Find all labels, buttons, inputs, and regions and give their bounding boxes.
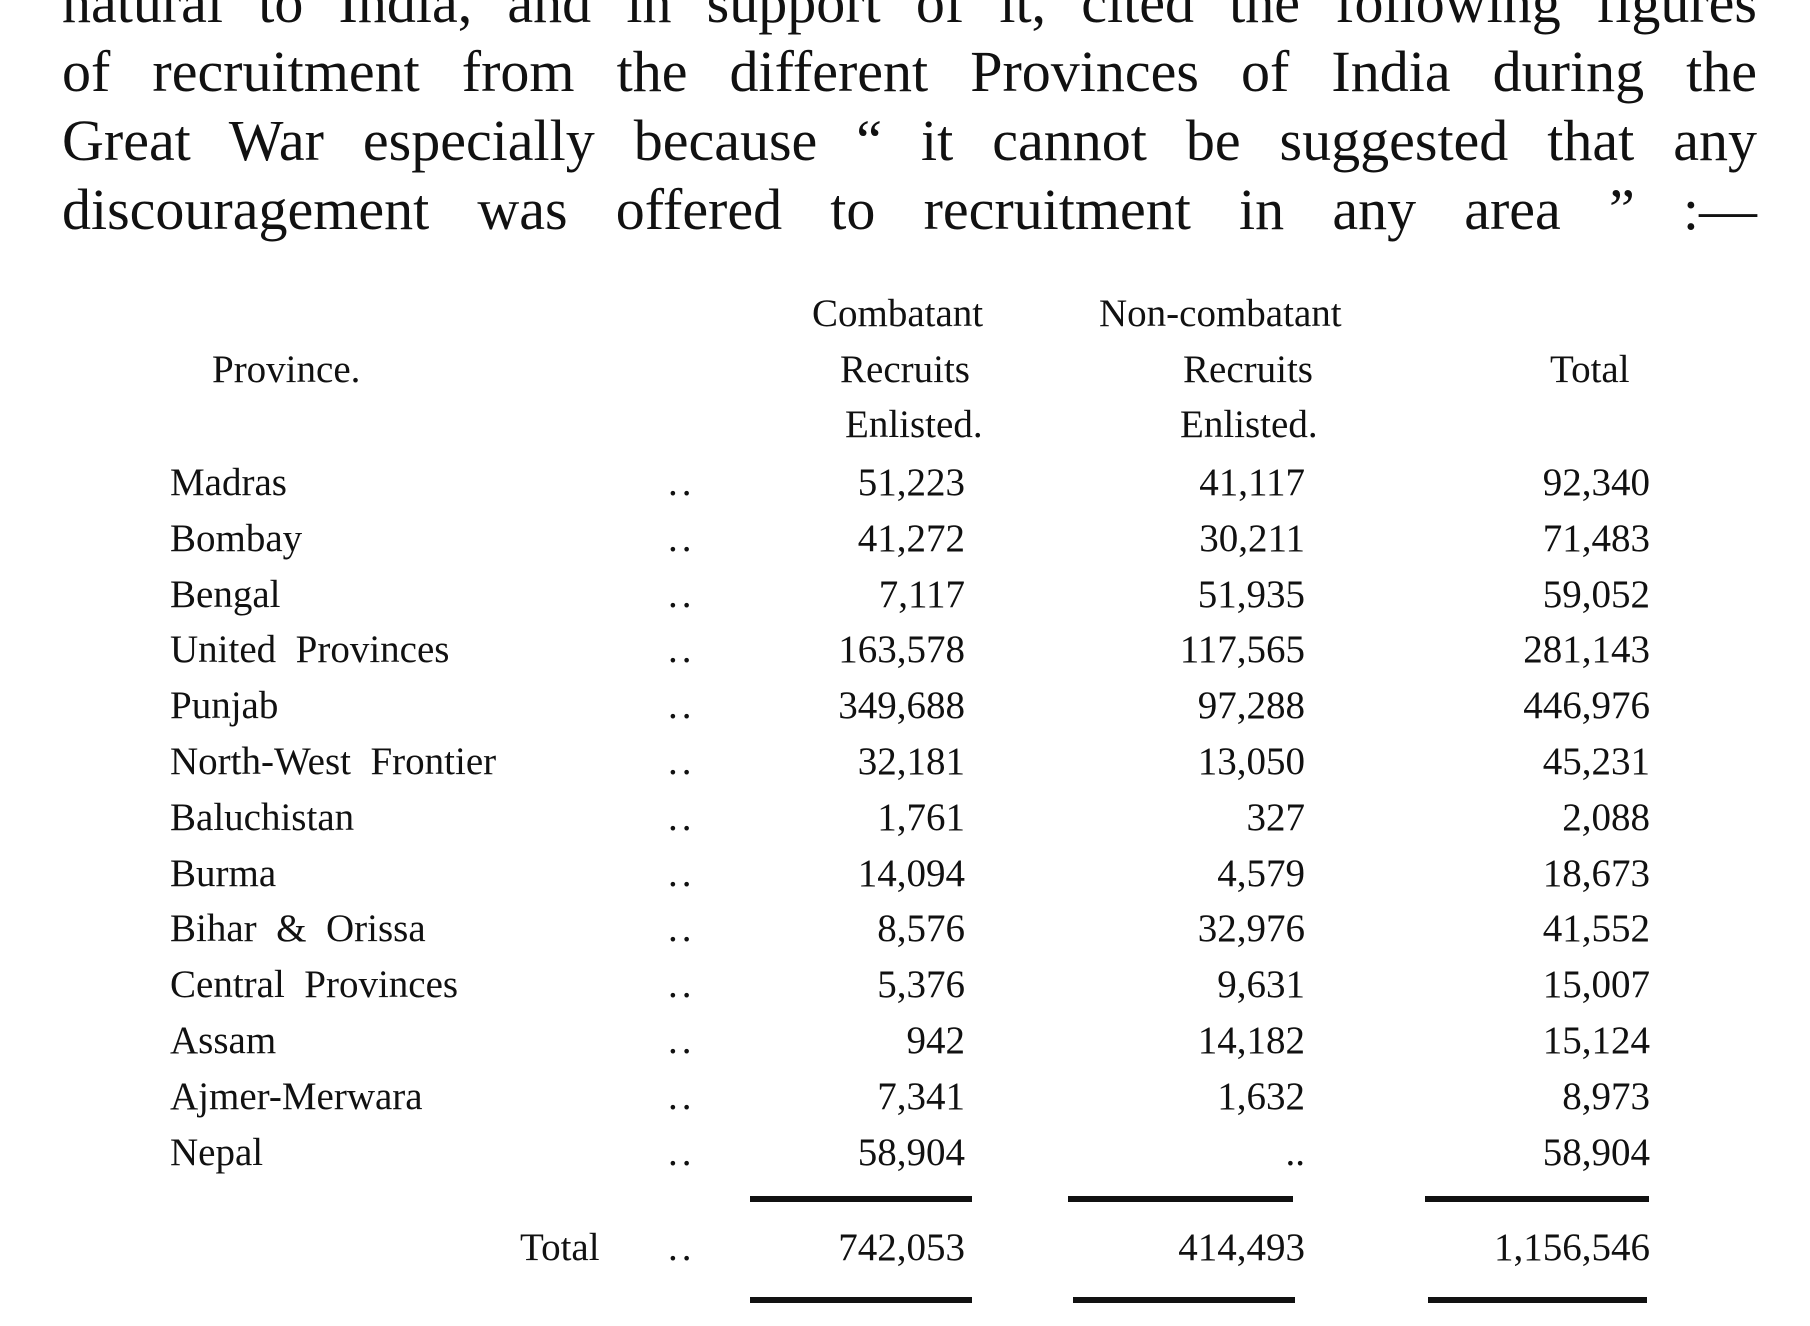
province-name: Bihar & Orissa: [170, 907, 426, 950]
combatant-value: 163,578: [838, 628, 965, 671]
province-name: Madras: [170, 461, 287, 504]
noncombatant-value: 9,631: [1217, 963, 1305, 1006]
column-rule: [1428, 1297, 1647, 1303]
total-label: Total: [520, 1226, 600, 1269]
noncombatant-value: 97,288: [1197, 684, 1305, 727]
total-value: 92,340: [1542, 461, 1650, 504]
row-leader: ..: [668, 907, 696, 950]
column-rule: [1425, 1196, 1649, 1202]
combatant-value: 51,223: [857, 461, 965, 504]
noncombatant-value: 41,117: [1199, 461, 1305, 504]
noncombatant-value: 14,182: [1197, 1019, 1305, 1062]
province-name: Ajmer-Merwara: [170, 1075, 423, 1118]
row-leader: ..: [668, 963, 696, 1006]
total-value: 8,973: [1562, 1075, 1650, 1118]
paragraph-line: natural to India, and in support of it, …: [62, 0, 1757, 35]
row-leader: ..: [668, 1131, 696, 1174]
total-value: 45,231: [1542, 740, 1650, 783]
noncombatant-value: ..: [1285, 1131, 1306, 1174]
province-name: Nepal: [170, 1131, 264, 1174]
total-noncombatant: 414,493: [1178, 1226, 1305, 1269]
row-leader: ..: [668, 628, 696, 671]
total-value: 58,904: [1542, 1131, 1650, 1174]
noncombatant-value: 30,211: [1199, 517, 1305, 560]
total-value: 15,124: [1542, 1019, 1650, 1062]
header-noncombatant-line1: Non-combatant: [1099, 292, 1342, 335]
column-rule: [1073, 1297, 1295, 1303]
total-value: 2,088: [1562, 796, 1650, 839]
combatant-value: 7,117: [878, 573, 965, 616]
total-value: 281,143: [1523, 628, 1650, 671]
noncombatant-value: 117,565: [1179, 628, 1305, 671]
total-leader: ..: [668, 1226, 696, 1269]
noncombatant-value: 327: [1246, 796, 1306, 839]
combatant-value: 942: [906, 1019, 966, 1062]
row-leader: ..: [668, 1075, 696, 1118]
combatant-value: 41,272: [857, 517, 965, 560]
column-rule: [1068, 1196, 1293, 1202]
province-name: Burma: [170, 852, 277, 895]
column-rule: [750, 1196, 972, 1202]
total-value: 446,976: [1523, 684, 1650, 727]
noncombatant-value: 32,976: [1197, 907, 1305, 950]
header-total: Total: [1550, 348, 1630, 391]
noncombatant-value: 1,632: [1217, 1075, 1305, 1118]
noncombatant-value: 4,579: [1217, 852, 1305, 895]
row-leader: ..: [668, 461, 696, 504]
province-name: North-West Frontier: [170, 740, 497, 783]
header-province: Province.: [212, 348, 361, 391]
row-leader: ..: [668, 517, 696, 560]
intro-paragraph: natural to India, and in support of it, …: [62, 0, 1757, 244]
province-name: Bombay: [170, 517, 303, 560]
header-combatant-line2: Recruits: [840, 348, 970, 391]
total-value: 59,052: [1542, 573, 1650, 616]
combatant-value: 8,576: [877, 907, 965, 950]
row-leader: ..: [668, 740, 696, 783]
combatant-value: 5,376: [877, 963, 965, 1006]
total-combatant: 742,053: [838, 1226, 965, 1269]
row-leader: ..: [668, 796, 696, 839]
province-name: Punjab: [170, 684, 279, 727]
total-total: 1,156,546: [1494, 1226, 1650, 1269]
row-leader: ..: [668, 852, 696, 895]
header-noncombatant-line2: Recruits: [1183, 348, 1313, 391]
combatant-value: 32,181: [857, 740, 965, 783]
noncombatant-value: 13,050: [1197, 740, 1305, 783]
total-value: 71,483: [1542, 517, 1650, 560]
total-value: 41,552: [1542, 907, 1650, 950]
paragraph-line: Great War especially because “ it cannot…: [62, 108, 1757, 173]
combatant-value: 58,904: [857, 1131, 965, 1174]
row-leader: ..: [668, 573, 696, 616]
header-combatant-line3: Enlisted.: [845, 403, 983, 446]
header-noncombatant-line3: Enlisted.: [1180, 403, 1318, 446]
province-name: Central Provinces: [170, 963, 459, 1006]
row-leader: ..: [668, 1019, 696, 1062]
header-combatant-line1: Combatant: [812, 292, 984, 335]
province-name: United Provinces: [170, 628, 450, 671]
column-rule: [750, 1297, 972, 1303]
combatant-value: 14,094: [857, 852, 965, 895]
paragraph-line: of recruitment from the different Provin…: [62, 39, 1757, 104]
row-leader: ..: [668, 684, 696, 727]
paragraph-line: discouragement was offered to recruitmen…: [62, 177, 1757, 242]
total-value: 15,007: [1542, 963, 1650, 1006]
combatant-value: 349,688: [838, 684, 965, 727]
province-name: Assam: [170, 1019, 277, 1062]
combatant-value: 7,341: [877, 1075, 965, 1118]
province-name: Bengal: [170, 573, 281, 616]
total-value: 18,673: [1542, 852, 1650, 895]
province-name: Baluchistan: [170, 796, 355, 839]
noncombatant-value: 51,935: [1197, 573, 1305, 616]
combatant-value: 1,761: [877, 796, 965, 839]
